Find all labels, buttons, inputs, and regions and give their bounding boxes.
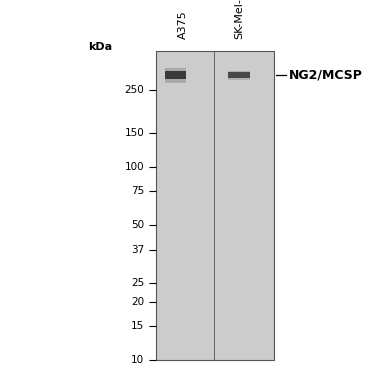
Text: NG2/MCSP: NG2/MCSP: [289, 68, 363, 81]
Text: 100: 100: [125, 162, 144, 172]
Text: 20: 20: [131, 297, 144, 307]
Text: kDa: kDa: [88, 42, 112, 52]
Text: A375: A375: [178, 10, 188, 39]
Bar: [228, 72, 250, 78]
Bar: [165, 70, 186, 79]
Bar: [228, 70, 250, 80]
Text: SK-Mel-28: SK-Mel-28: [234, 0, 244, 39]
Bar: [156, 51, 274, 360]
Text: 15: 15: [131, 321, 144, 331]
Bar: [165, 68, 186, 82]
Text: 25: 25: [131, 278, 144, 288]
Text: 10: 10: [131, 355, 144, 365]
Text: 150: 150: [124, 128, 144, 138]
Text: 50: 50: [131, 220, 144, 230]
Text: 75: 75: [131, 186, 144, 196]
Text: 250: 250: [124, 85, 144, 95]
Text: 37: 37: [131, 245, 144, 255]
